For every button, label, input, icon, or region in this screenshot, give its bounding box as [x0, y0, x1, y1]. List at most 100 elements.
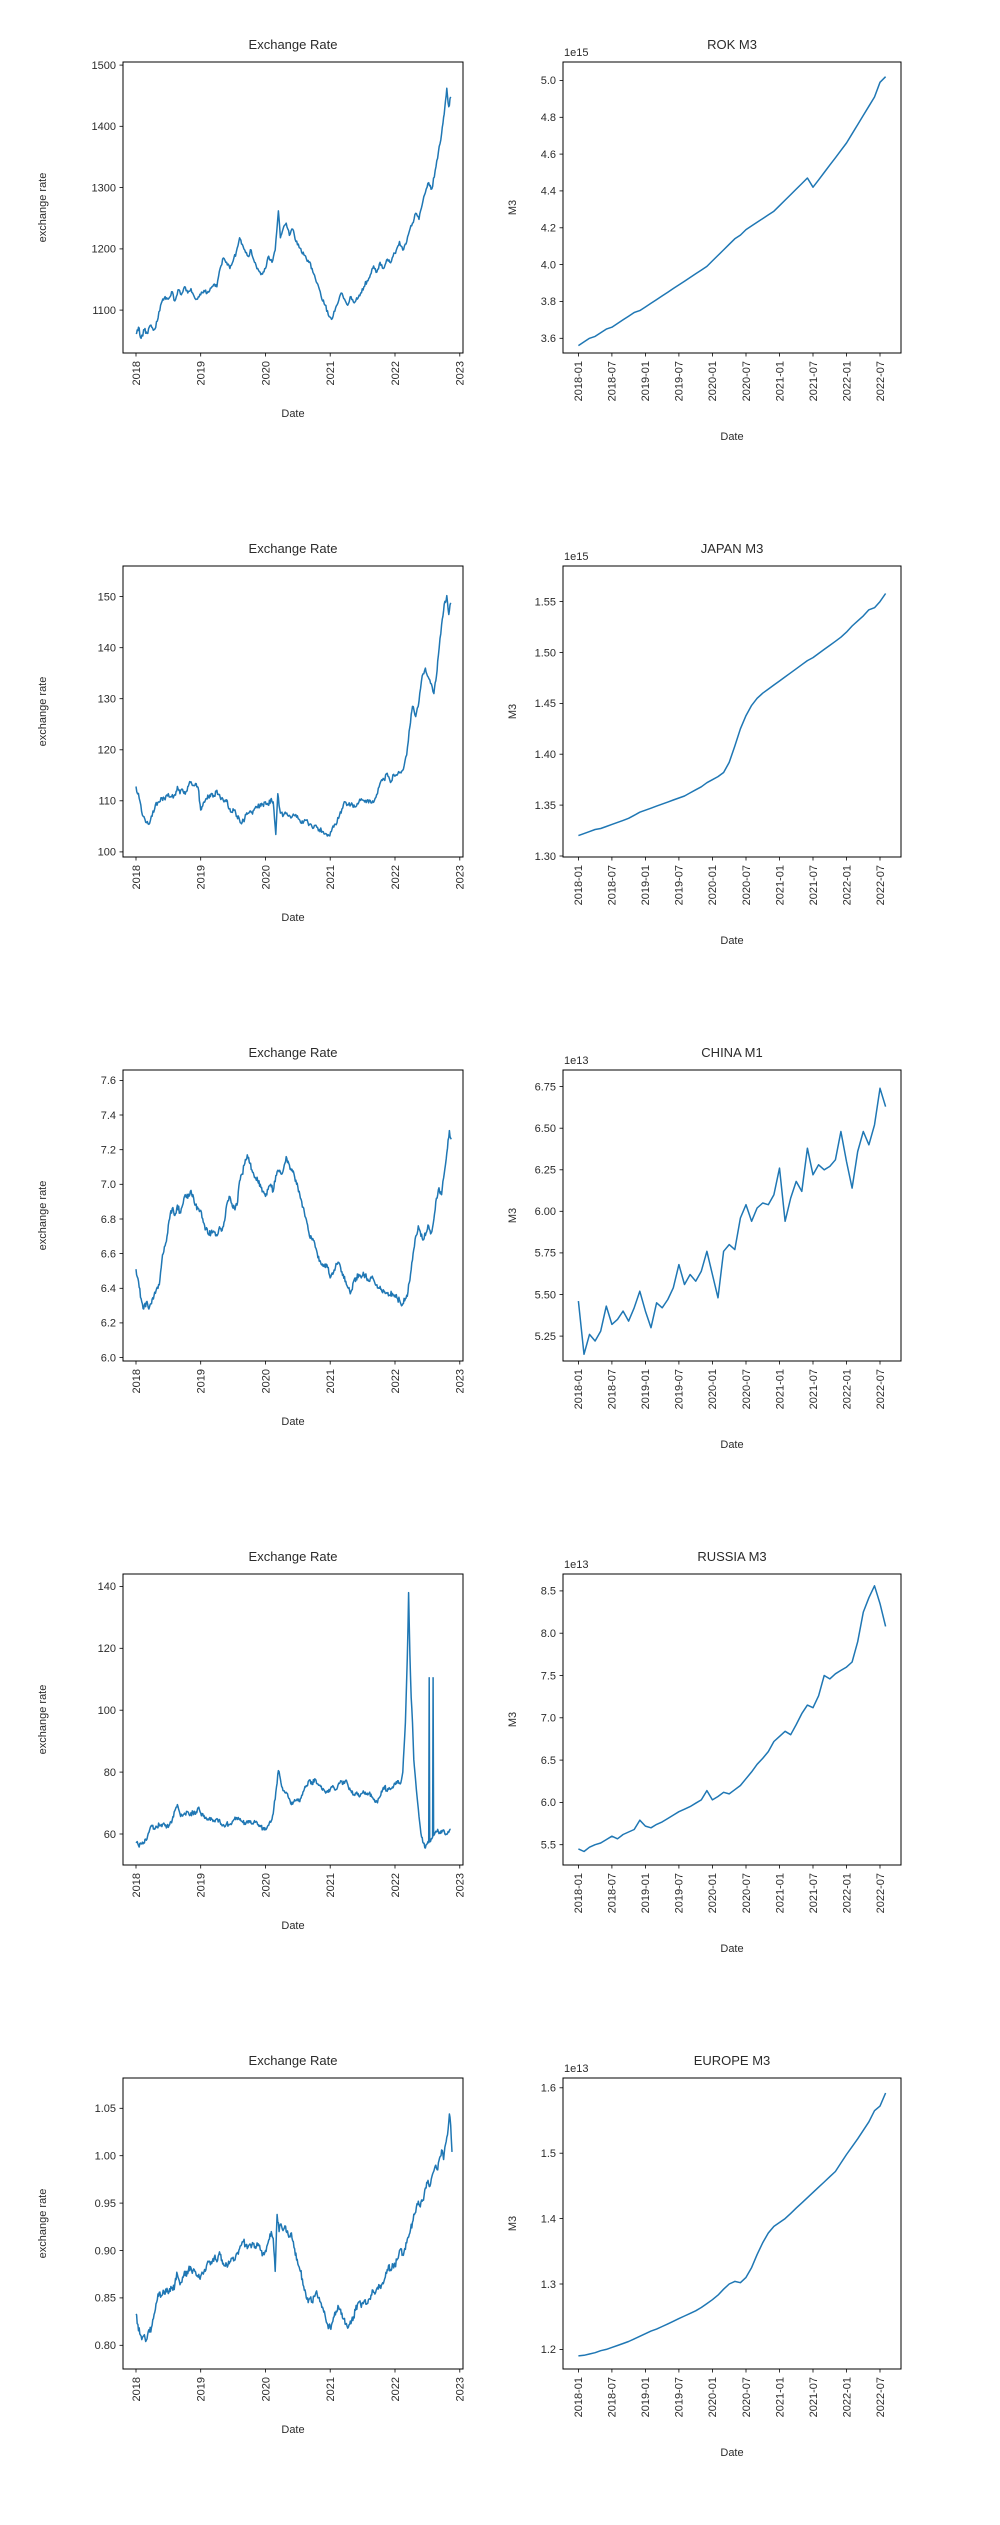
y-tick-label: 7.5 — [541, 1670, 556, 1682]
y-tick-label: 0.90 — [95, 2245, 116, 2257]
chart-exchange-rate-jpy: Exchange Rate 100 110 120 130 140 150 2018 2019 2… — [0, 504, 500, 1008]
y-tick-label: 100 — [98, 1705, 116, 1717]
y-tick-label: 3.6 — [541, 333, 556, 345]
data-line — [135, 2113, 453, 2343]
exchange-rate-rub-svg: Exchange Rate 60 80 100 120 140 2018 2019 2020 20… — [37, 1549, 467, 1932]
y-tick-label: 1.2 — [541, 2344, 556, 2356]
y-tick-label: 1300 — [92, 182, 116, 194]
y-axis-label: exchange rate — [37, 677, 49, 747]
x-tick-label: 2023 — [455, 865, 467, 889]
x-tick-label: 2020-07 — [741, 2377, 753, 2417]
x-tick-label: 2020-07 — [741, 1369, 753, 1409]
y-axis-label: exchange rate — [37, 173, 49, 243]
chart-title: Exchange Rate — [249, 37, 338, 52]
x-tick-label: 2020-01 — [707, 865, 719, 905]
x-axis-label: Date — [281, 1920, 304, 1932]
y-tick-label: 6.0 — [541, 1797, 556, 1809]
axis-offset-label: 1e15 — [564, 551, 588, 563]
x-tick-label: 2020-01 — [707, 1873, 719, 1913]
x-tick-label: 2021-07 — [808, 1873, 820, 1913]
data-line — [578, 593, 887, 837]
x-tick-label: 2018-07 — [607, 2377, 619, 2417]
chart-rok-m3: ROK M3 1e15 3.6 3.8 4.0 4.2 4.4 4.6 4.8 5.0 2018-0… — [500, 0, 1000, 504]
x-tick-label: 2018 — [131, 1873, 143, 1897]
plot-border — [562, 1573, 902, 1866]
x-axis-label: Date — [720, 431, 743, 443]
x-tick-label: 2019 — [196, 361, 208, 385]
x-tick-label: 2018-07 — [607, 361, 619, 401]
y-tick-label: 1.3 — [541, 2279, 556, 2291]
europe-m3-svg: EUROPE M3 1e13 1.2 1.3 1.4 1.5 1.6 2018-01 2018-… — [507, 2053, 902, 2459]
plot-border — [122, 2077, 464, 2370]
chart-exchange-rate-rub: Exchange Rate 60 80 100 120 140 2018 2019 2020 20… — [0, 1512, 500, 2016]
x-tick-label: 2022-01 — [841, 1873, 853, 1913]
x-tick-label: 2019-07 — [674, 1369, 686, 1409]
x-tick-label: 2018 — [131, 2377, 143, 2401]
x-tick-label: 2021-01 — [774, 865, 786, 905]
y-tick-label: 6.50 — [535, 1123, 556, 1135]
y-tick-label: 140 — [98, 1581, 116, 1593]
x-axis-label: Date — [720, 2447, 743, 2459]
y-tick-label: 1.55 — [535, 596, 556, 608]
y-axis-label: M3 — [507, 2216, 519, 2231]
x-tick-label: 2022 — [390, 1369, 402, 1393]
y-tick-label: 4.2 — [541, 223, 556, 235]
x-tick-label: 2022-01 — [841, 1369, 853, 1409]
y-tick-label: 5.0 — [541, 75, 556, 87]
x-tick-label: 2023 — [455, 361, 467, 385]
x-tick-label: 2022 — [390, 865, 402, 889]
x-tick-label: 2021-07 — [808, 1369, 820, 1409]
y-tick-label: 7.0 — [101, 1179, 116, 1191]
x-tick-label: 2020-01 — [707, 361, 719, 401]
x-tick-label: 2020 — [260, 361, 272, 385]
axis-offset-label: 1e13 — [564, 1559, 588, 1571]
data-line — [135, 1129, 452, 1310]
x-tick-label: 2018-01 — [573, 1369, 585, 1409]
plot-border — [562, 2077, 902, 2370]
y-tick-label: 6.0 — [101, 1352, 116, 1364]
y-tick-label: 1500 — [92, 60, 116, 72]
y-tick-label: 120 — [98, 745, 116, 757]
chart-title: ROK M3 — [707, 37, 757, 52]
chart-japan-m3: JAPAN M3 1e15 1.30 1.35 1.40 1.45 1.50 1.55 2018… — [500, 504, 1000, 1008]
x-axis-label: Date — [720, 935, 743, 947]
y-tick-label: 5.50 — [535, 1289, 556, 1301]
chart-title: Exchange Rate — [249, 2053, 338, 2068]
x-tick-label: 2021 — [325, 1873, 337, 1897]
x-tick-label: 2021 — [325, 2377, 337, 2401]
chart-title: RUSSIA M3 — [697, 1549, 766, 1564]
y-tick-label: 60 — [104, 1829, 116, 1841]
x-tick-label: 2019-01 — [640, 865, 652, 905]
y-tick-label: 1100 — [92, 305, 116, 317]
x-tick-label: 2019-01 — [640, 2377, 652, 2417]
y-tick-label: 6.75 — [535, 1081, 556, 1093]
y-tick-label: 5.75 — [535, 1248, 556, 1260]
y-tick-label: 1.4 — [541, 2213, 556, 2225]
x-tick-label: 2022-01 — [841, 865, 853, 905]
data-line — [135, 1591, 451, 1849]
x-tick-label: 2022-07 — [875, 1369, 887, 1409]
x-tick-label: 2019 — [196, 2377, 208, 2401]
x-tick-label: 2020 — [260, 1873, 272, 1897]
x-tick-label: 2022-07 — [875, 361, 887, 401]
plot-border — [122, 1573, 464, 1866]
data-line — [135, 594, 452, 837]
y-tick-label: 8.5 — [541, 1586, 556, 1598]
y-tick-label: 110 — [98, 796, 116, 808]
chart-china-m1: CHINA M1 1e13 5.25 5.50 5.75 6.00 6.25 6.50 6.75… — [500, 1008, 1000, 1512]
x-tick-label: 2020-07 — [741, 865, 753, 905]
x-tick-label: 2019-01 — [640, 361, 652, 401]
x-tick-label: 2022-01 — [841, 361, 853, 401]
data-line — [578, 2092, 887, 2357]
x-axis-label: Date — [281, 2424, 304, 2436]
chart-russia-m3: RUSSIA M3 1e13 5.5 6.0 6.5 7.0 7.5 8.0 8.5 2018-0… — [500, 1512, 1000, 2016]
y-tick-label: 5.25 — [535, 1331, 556, 1343]
x-tick-label: 2020-01 — [707, 2377, 719, 2417]
x-tick-label: 2020-01 — [707, 1369, 719, 1409]
y-tick-label: 8.0 — [541, 1628, 556, 1640]
y-tick-label: 1400 — [92, 121, 116, 133]
china-m1-svg: CHINA M1 1e13 5.25 5.50 5.75 6.00 6.25 6.50 6.75… — [507, 1045, 902, 1451]
x-tick-label: 2019-01 — [640, 1369, 652, 1409]
y-tick-label: 1200 — [92, 244, 116, 256]
chart-title: CHINA M1 — [701, 1045, 762, 1060]
